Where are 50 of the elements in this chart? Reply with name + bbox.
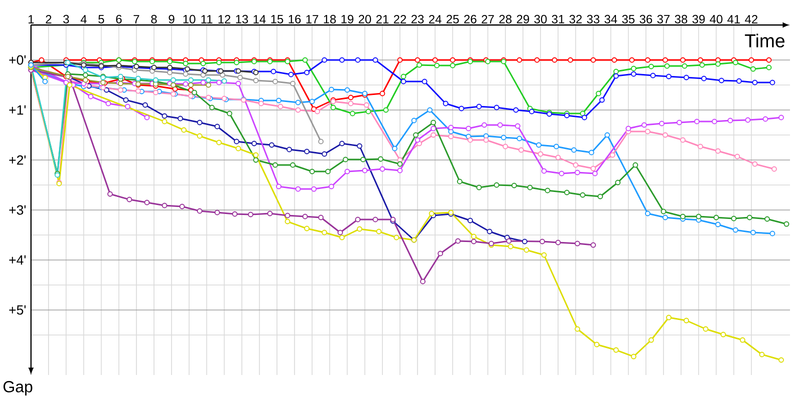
x-tick-label: 25 [446,14,459,24]
x-tick-label: 11 [201,15,212,24]
x-tick-label: 16 [288,14,301,24]
y-tick-label: +0' [9,55,26,65]
y-tick-label: +4' [9,255,26,265]
x-tick-label: 6 [116,14,122,24]
x-tick-label: 41 [727,15,740,24]
x-tick-label: 17 [306,15,318,24]
x-tick-label: 23 [411,14,424,24]
x-tick-label: 36 [640,14,652,24]
x-tick-label: 7 [134,15,140,24]
x-tick-label: 22 [394,15,406,24]
x-tick-label: 20 [358,14,372,24]
x-tick-label: 32 [569,14,582,24]
y-tick-label: +3' [9,205,26,215]
x-tick-label: 21 [376,15,388,24]
x-tick-label: 39 [692,14,705,24]
x-tick-label: 30 [534,14,547,24]
x-tick-label: 26 [464,14,476,24]
x-tick-label: 29 [516,14,530,24]
x-tick-label: 10 [183,14,196,24]
x-tick-label: 19 [342,14,354,24]
x-tick-label: 12 [218,15,230,24]
x-tick-label: 28 [499,14,512,24]
x-tick-label: 3 [63,14,69,24]
x-tick-label: 34 [604,14,618,24]
x-tick-label: 5 [98,15,104,24]
x-tick-label: 35 [622,14,635,24]
x-tick-label: 40 [710,14,722,24]
x-tick-label: 24 [429,15,442,24]
x-tick-label: 37 [657,14,670,24]
x-tick-label: 27 [482,15,494,24]
x-tick-label: 42 [744,15,758,24]
x-tick-label: 14 [254,15,266,24]
y-tick-label: +2' [9,155,26,165]
x-tick-label: 1 [28,15,34,24]
x-tick-label: 31 [552,14,564,24]
x-tick-label: 2 [46,15,52,24]
x-tick-label: 38 [674,14,688,24]
y-axis-title: Gap [4,381,32,396]
y-tick-label: +1' [9,105,26,115]
x-axis-title: Time [744,34,784,48]
x-tick-label: 4 [80,15,87,24]
y-tick-label: +5' [9,305,26,315]
x-tick-label: 33 [587,14,600,24]
x-tick-label: 13 [236,14,248,24]
x-tick-label: 18 [324,14,336,24]
x-tick-label: 9 [168,14,174,24]
x-tick-label: 15 [271,15,284,24]
x-tick-label: 8 [151,14,157,24]
